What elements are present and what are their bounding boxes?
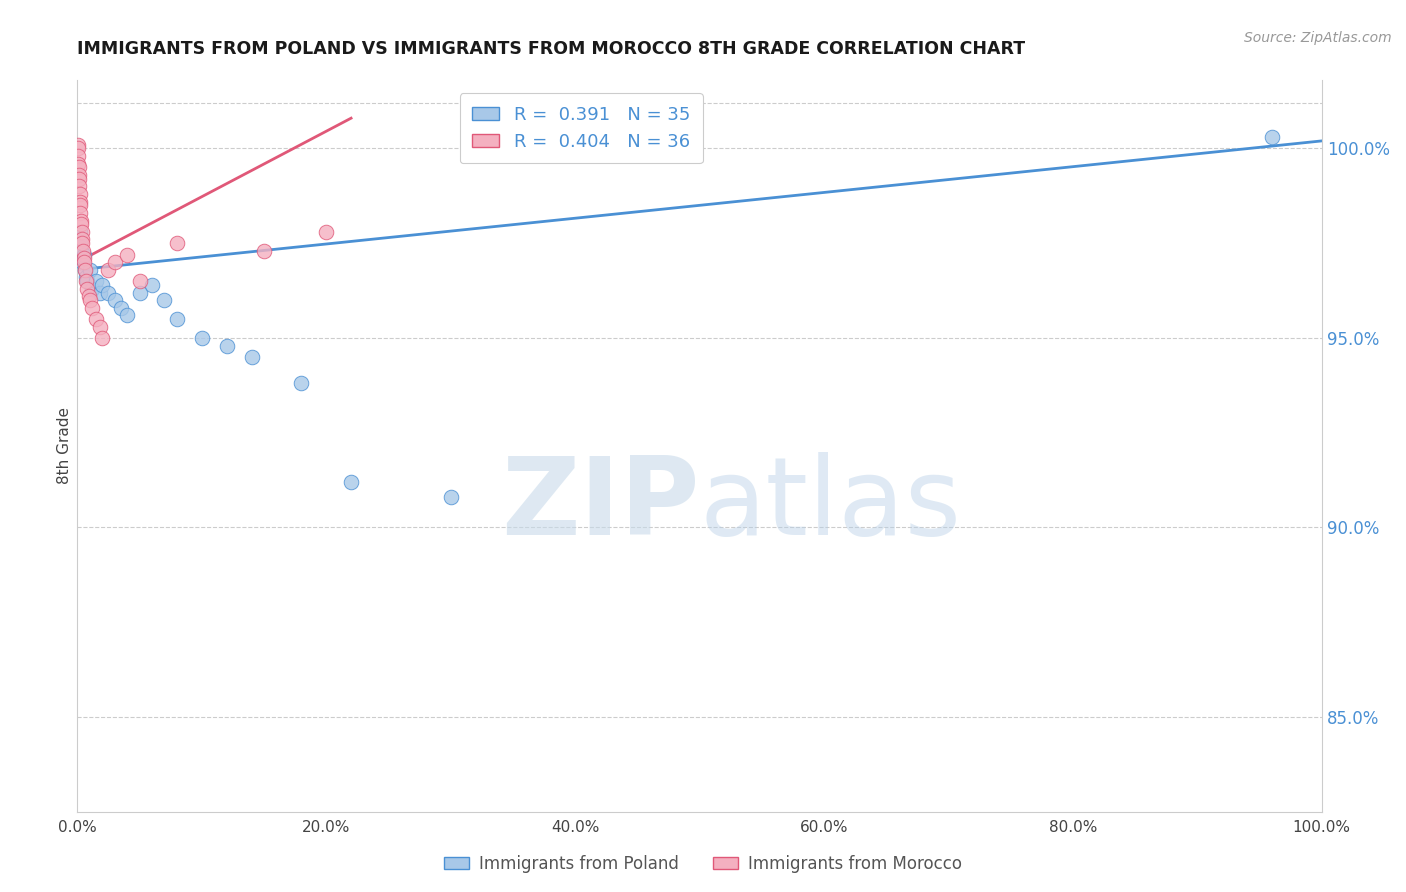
Point — [70, 217, 93, 231]
Point — [73, 262, 96, 277]
Point — [91, 331, 114, 345]
Point — [1261, 130, 1284, 145]
Point — [66, 137, 89, 152]
Point — [128, 274, 150, 288]
Point — [77, 289, 100, 303]
Point — [166, 236, 188, 251]
Point — [69, 225, 91, 239]
Point — [69, 213, 91, 227]
Point — [67, 161, 90, 175]
Point — [290, 376, 312, 391]
Legend: Immigrants from Poland, Immigrants from Morocco: Immigrants from Poland, Immigrants from … — [437, 848, 969, 880]
Point — [104, 293, 127, 307]
Point — [72, 247, 94, 261]
Text: atlas: atlas — [700, 451, 962, 558]
Point — [69, 206, 91, 220]
Point — [89, 319, 111, 334]
Point — [240, 350, 263, 364]
Point — [69, 194, 91, 209]
Point — [440, 490, 463, 504]
Point — [67, 156, 90, 170]
Point — [69, 198, 91, 212]
Point — [67, 244, 90, 258]
Point — [73, 262, 96, 277]
Point — [79, 293, 101, 307]
Point — [66, 247, 89, 261]
Point — [82, 301, 104, 315]
Point — [97, 285, 120, 300]
Point — [69, 236, 91, 251]
Point — [115, 247, 138, 261]
Point — [73, 255, 96, 269]
Point — [72, 252, 94, 266]
Point — [69, 240, 91, 254]
Point — [67, 149, 90, 163]
Point — [91, 277, 114, 292]
Point — [69, 186, 91, 201]
Point — [76, 274, 98, 288]
Point — [70, 244, 93, 258]
Point — [315, 225, 337, 239]
Point — [66, 141, 89, 155]
Point — [104, 255, 127, 269]
Point — [110, 301, 132, 315]
Point — [128, 285, 150, 300]
Point — [72, 252, 94, 266]
Point — [79, 262, 101, 277]
Text: ZIP: ZIP — [501, 451, 700, 558]
Point — [67, 240, 90, 254]
Text: IMMIGRANTS FROM POLAND VS IMMIGRANTS FROM MOROCCO 8TH GRADE CORRELATION CHART: IMMIGRANTS FROM POLAND VS IMMIGRANTS FRO… — [77, 40, 1025, 58]
Point — [72, 244, 94, 258]
Point — [141, 277, 163, 292]
Point — [153, 293, 176, 307]
Legend: R =  0.391   N = 35, R =  0.404   N = 36: R = 0.391 N = 35, R = 0.404 N = 36 — [460, 93, 703, 163]
Y-axis label: 8th Grade: 8th Grade — [56, 408, 72, 484]
Point — [97, 262, 120, 277]
Point — [84, 312, 107, 326]
Point — [82, 282, 104, 296]
Point — [70, 255, 93, 269]
Point — [166, 312, 188, 326]
Point — [67, 236, 90, 251]
Point — [115, 308, 138, 322]
Point — [84, 274, 107, 288]
Point — [340, 475, 363, 489]
Point — [75, 274, 97, 288]
Point — [76, 282, 98, 296]
Point — [72, 236, 94, 251]
Point — [67, 171, 90, 186]
Point — [67, 168, 90, 182]
Point — [215, 338, 238, 352]
Point — [253, 244, 276, 258]
Point — [191, 331, 214, 345]
Point — [70, 225, 93, 239]
Point — [67, 179, 90, 194]
Text: Source: ZipAtlas.com: Source: ZipAtlas.com — [1244, 31, 1392, 45]
Point — [89, 285, 111, 300]
Point — [67, 232, 90, 246]
Point — [70, 232, 93, 246]
Point — [75, 270, 97, 285]
